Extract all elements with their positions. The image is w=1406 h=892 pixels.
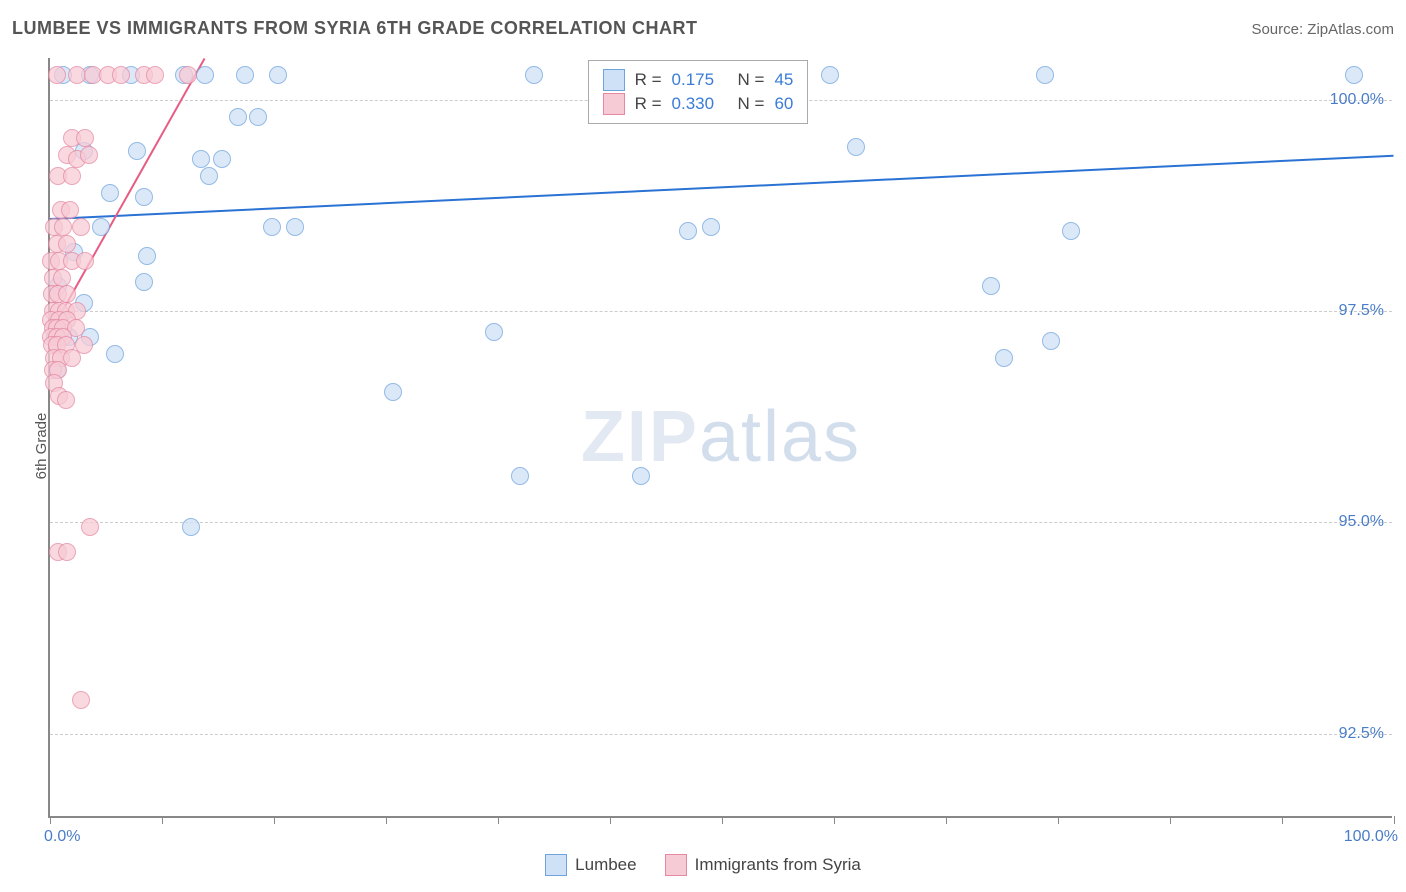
data-point-syria — [76, 129, 94, 147]
data-point-lumbee — [192, 150, 210, 168]
data-point-lumbee — [995, 349, 1013, 367]
data-point-lumbee — [106, 345, 124, 363]
gridline — [50, 734, 1392, 735]
x-tick — [1394, 816, 1395, 824]
y-tick-label: 97.5% — [1339, 302, 1384, 320]
data-point-lumbee — [263, 218, 281, 236]
n-label: N = — [738, 70, 765, 90]
data-point-lumbee — [196, 66, 214, 84]
data-point-syria — [80, 146, 98, 164]
legend-label: Immigrants from Syria — [695, 855, 861, 875]
legend-item-syria: Immigrants from Syria — [665, 854, 861, 876]
data-point-lumbee — [1345, 66, 1363, 84]
x-tick — [386, 816, 387, 824]
data-point-lumbee — [1036, 66, 1054, 84]
data-point-lumbee — [182, 518, 200, 536]
data-point-lumbee — [1042, 332, 1060, 350]
y-tick-label: 100.0% — [1330, 91, 1384, 109]
data-point-lumbee — [847, 138, 865, 156]
n-label: N = — [738, 94, 765, 114]
stats-row-lumbee: R = 0.175 N = 45 — [603, 69, 794, 91]
data-point-syria — [81, 518, 99, 536]
x-tick — [722, 816, 723, 824]
y-tick-label: 95.0% — [1339, 513, 1384, 531]
data-point-lumbee — [101, 184, 119, 202]
gridline — [50, 311, 1392, 312]
legend-item-lumbee: Lumbee — [545, 854, 636, 876]
data-point-lumbee — [229, 108, 247, 126]
data-point-syria — [54, 218, 72, 236]
data-point-lumbee — [485, 323, 503, 341]
x-min-label: 0.0% — [44, 828, 80, 846]
x-tick — [50, 816, 51, 824]
swatch-syria — [665, 854, 687, 876]
x-tick — [1282, 816, 1283, 824]
data-point-lumbee — [200, 167, 218, 185]
data-point-syria — [72, 691, 90, 709]
x-tick — [1058, 816, 1059, 824]
r-value: 0.330 — [672, 94, 728, 114]
x-tick — [946, 816, 947, 824]
stats-row-syria: R = 0.330 N = 60 — [603, 93, 794, 115]
swatch-lumbee — [603, 69, 625, 91]
data-point-lumbee — [92, 218, 110, 236]
swatch-lumbee — [545, 854, 567, 876]
series-legend: Lumbee Immigrants from Syria — [0, 854, 1406, 876]
data-point-lumbee — [135, 188, 153, 206]
data-point-syria — [53, 269, 71, 287]
r-label: R = — [635, 70, 662, 90]
data-point-lumbee — [632, 467, 650, 485]
n-value: 60 — [774, 94, 793, 114]
data-point-lumbee — [135, 273, 153, 291]
scatter-plot: ZIPatlas 100.0%97.5%95.0%92.5%0.0%100.0%… — [48, 58, 1392, 818]
legend-label: Lumbee — [575, 855, 636, 875]
data-point-lumbee — [821, 66, 839, 84]
data-point-lumbee — [269, 66, 287, 84]
data-point-syria — [48, 66, 66, 84]
data-point-lumbee — [286, 218, 304, 236]
data-point-lumbee — [525, 66, 543, 84]
data-point-lumbee — [128, 142, 146, 160]
trend-line-lumbee — [50, 155, 1394, 220]
data-point-syria — [61, 201, 79, 219]
data-point-syria — [58, 285, 76, 303]
x-max-label: 100.0% — [1344, 828, 1398, 846]
gridline — [50, 522, 1392, 523]
x-tick — [1170, 816, 1171, 824]
data-point-lumbee — [982, 277, 1000, 295]
data-point-lumbee — [236, 66, 254, 84]
data-point-lumbee — [679, 222, 697, 240]
y-tick-label: 92.5% — [1339, 725, 1384, 743]
x-tick — [498, 816, 499, 824]
x-tick — [834, 816, 835, 824]
r-value: 0.175 — [672, 70, 728, 90]
data-point-syria — [146, 66, 164, 84]
source-label: Source: ZipAtlas.com — [1251, 21, 1394, 38]
x-tick — [274, 816, 275, 824]
n-value: 45 — [774, 70, 793, 90]
watermark: ZIPatlas — [581, 396, 861, 478]
data-point-syria — [76, 252, 94, 270]
x-tick — [610, 816, 611, 824]
data-point-lumbee — [1062, 222, 1080, 240]
data-point-lumbee — [138, 247, 156, 265]
chart-title: LUMBEE VS IMMIGRANTS FROM SYRIA 6TH GRAD… — [12, 18, 698, 39]
data-point-lumbee — [511, 467, 529, 485]
data-point-syria — [58, 235, 76, 253]
data-point-lumbee — [249, 108, 267, 126]
data-point-syria — [57, 391, 75, 409]
data-point-syria — [58, 543, 76, 561]
r-label: R = — [635, 94, 662, 114]
x-tick — [162, 816, 163, 824]
data-point-syria — [179, 66, 197, 84]
data-point-syria — [112, 66, 130, 84]
data-point-lumbee — [384, 383, 402, 401]
data-point-syria — [63, 167, 81, 185]
data-point-lumbee — [213, 150, 231, 168]
stats-legend: R = 0.175 N = 45 R = 0.330 N = 60 — [588, 60, 809, 124]
data-point-lumbee — [702, 218, 720, 236]
swatch-syria — [603, 93, 625, 115]
data-point-syria — [72, 218, 90, 236]
